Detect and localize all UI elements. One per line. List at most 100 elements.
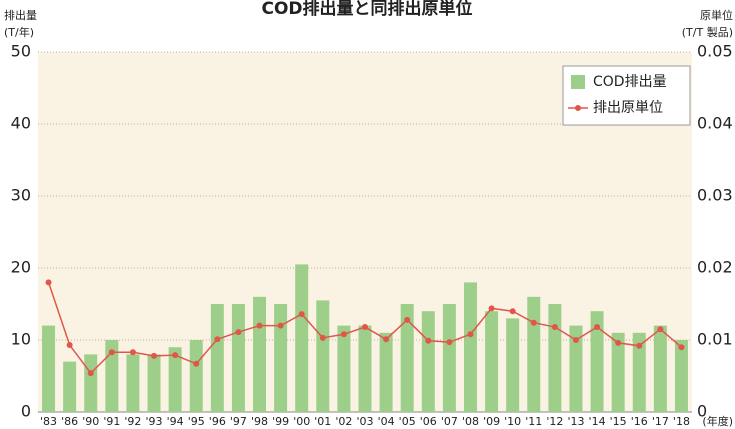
line-point: [172, 352, 179, 359]
bar: [231, 304, 245, 412]
bar: [42, 325, 56, 412]
x-tick-label: '99: [272, 415, 289, 428]
bar: [611, 332, 625, 412]
line-point: [66, 342, 73, 349]
bar: [295, 264, 309, 412]
bar: [210, 304, 224, 412]
y-tick-label: 10: [11, 330, 31, 349]
y-tick-label: 20: [11, 258, 31, 277]
x-tick-label: '14: [589, 415, 606, 428]
y2-tick-label: 0: [697, 402, 707, 421]
legend-box: [562, 65, 691, 126]
bar: [253, 296, 267, 412]
x-tick-label: '98: [251, 415, 268, 428]
line-point: [193, 360, 200, 367]
x-tick-label: '11: [525, 415, 542, 428]
bar: [189, 340, 203, 412]
line-point: [678, 344, 685, 351]
x-tick-label: '10: [504, 415, 521, 428]
x-tick-label: '16: [631, 415, 648, 428]
bar: [126, 354, 140, 412]
y2-tick-label: 0.02: [697, 258, 733, 277]
x-tick-label: '17: [652, 415, 669, 428]
chart-title: COD排出量と同排出原単位: [261, 0, 472, 19]
x-tick-label: '90: [82, 415, 99, 428]
line-point: [340, 331, 347, 338]
line-point: [488, 305, 495, 312]
bar: [590, 311, 604, 412]
x-tick-label: '07: [441, 415, 458, 428]
line-point: [108, 349, 115, 356]
line-point: [572, 337, 579, 343]
bar: [316, 300, 330, 412]
line-point: [446, 339, 453, 346]
line-point: [235, 329, 242, 336]
y2-axis-label: 原単位: [700, 8, 733, 22]
x-tick-label: '93: [146, 415, 163, 428]
x-tick-label: '18: [673, 415, 690, 428]
bar: [84, 354, 98, 412]
legend-swatch: [575, 105, 581, 111]
line-point: [45, 279, 52, 286]
line-point: [256, 322, 263, 329]
x-tick-label: '96: [209, 415, 226, 428]
x-tick-label: '02: [335, 415, 352, 428]
x-tick-label: '13: [567, 415, 584, 428]
x-tick-label: '94: [167, 415, 184, 428]
x-tick-label: '04: [378, 415, 395, 428]
line-point: [530, 319, 537, 326]
line-point: [362, 324, 368, 331]
x-tick-label: '86: [61, 415, 78, 428]
y2-tick-label: 0.04: [697, 114, 733, 133]
line-point: [319, 334, 326, 341]
line-point: [594, 324, 601, 331]
x-tick-label: '15: [610, 415, 627, 428]
bar: [379, 332, 393, 412]
x-tick-label: '12: [546, 415, 563, 428]
bar: [674, 340, 688, 412]
line-point: [636, 342, 643, 349]
y-axis-label: 排出量: [4, 8, 37, 22]
line-point: [615, 339, 622, 346]
bar: [147, 354, 161, 412]
bar: [485, 311, 499, 412]
legend-label: 排出原単位: [593, 100, 663, 116]
x-tick-label: '95: [188, 415, 205, 428]
x-tick-label: '09: [483, 415, 500, 428]
bar: [274, 304, 288, 412]
legend-swatch: [571, 75, 585, 89]
line-point: [467, 331, 474, 338]
legend-label: COD排出量: [593, 74, 667, 90]
x-tick-label: '97: [230, 415, 247, 428]
x-tick-label: '06: [420, 415, 437, 428]
line-point: [404, 316, 411, 323]
y2-axis-label: (T/T 製品): [682, 25, 733, 39]
line-point: [87, 370, 94, 377]
x-tick-label: '05: [399, 415, 416, 428]
bar: [442, 304, 456, 412]
x-tick-label: '01: [314, 415, 331, 428]
x-tick-label: '08: [462, 415, 479, 428]
line-point: [298, 311, 305, 318]
bar: [632, 332, 646, 412]
line-point: [551, 324, 558, 331]
y-tick-label: 50: [11, 42, 31, 61]
x-tick-label: '92: [124, 415, 141, 428]
x-tick-label: '91: [103, 415, 120, 428]
line-point: [129, 349, 136, 356]
line-point: [214, 336, 221, 343]
y2-tick-label: 0.01: [697, 330, 733, 349]
line-point: [383, 336, 390, 343]
bar: [548, 304, 562, 412]
line-point: [277, 322, 284, 329]
bar: [463, 282, 477, 412]
bar: [527, 296, 541, 412]
bar: [400, 304, 414, 412]
y-tick-label: 40: [11, 114, 31, 133]
y-axis-label: (T/年): [4, 25, 34, 39]
line-point: [425, 337, 432, 344]
bar: [337, 325, 351, 412]
bar: [421, 311, 435, 412]
bar: [63, 361, 77, 412]
y-tick-label: 30: [11, 186, 31, 205]
